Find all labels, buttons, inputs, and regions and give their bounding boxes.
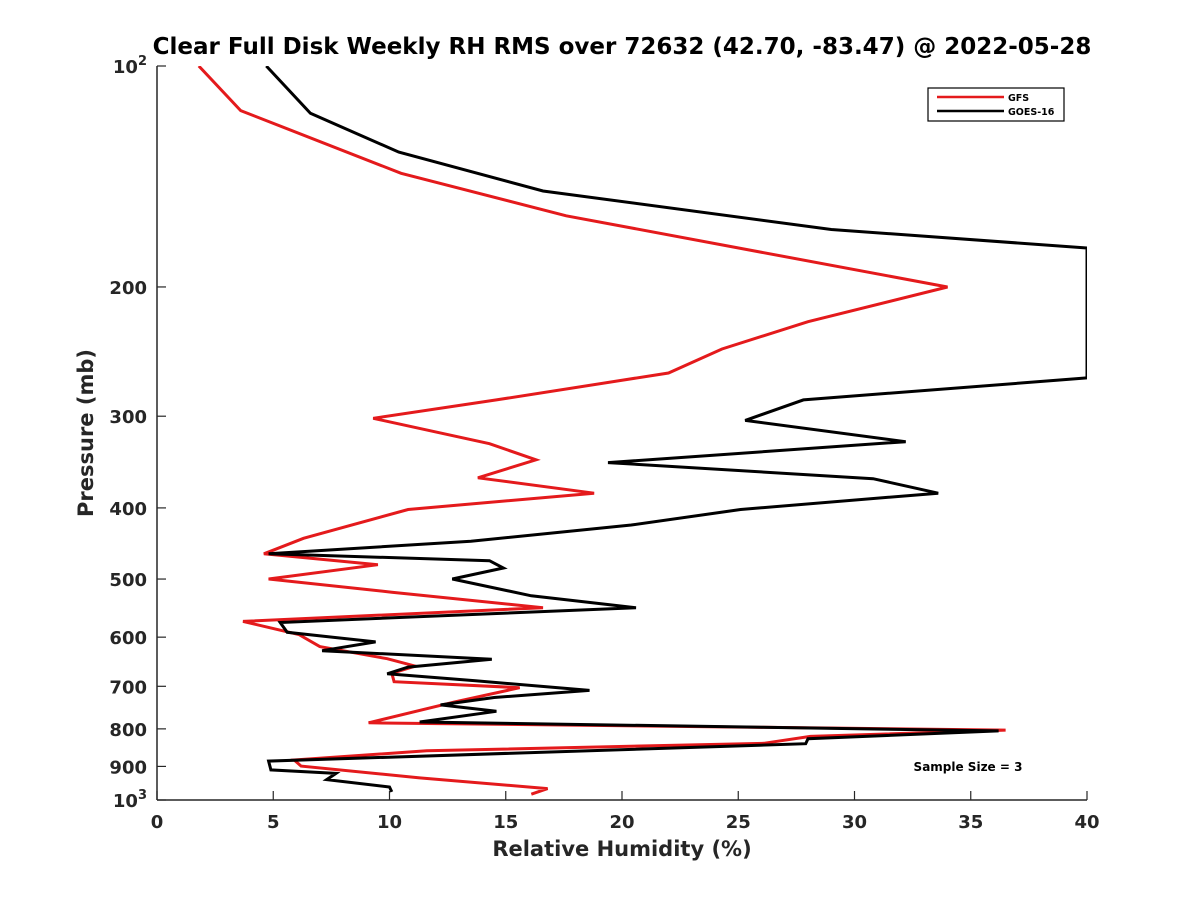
legend: GFS GOES-16	[927, 87, 1065, 122]
y-tick-label: 102	[113, 54, 147, 78]
y-tick-label: 600	[109, 628, 147, 649]
y-axis-label: Pressure (mb)	[74, 349, 98, 517]
y-tick-label: 400	[109, 499, 147, 520]
x-tick-label: 30	[842, 812, 867, 833]
y-tick-label: 103	[113, 788, 147, 812]
sample-size-annotation: Sample Size = 3	[914, 760, 1023, 774]
x-tick-label: 40	[1074, 812, 1099, 833]
x-tick-label: 25	[726, 812, 751, 833]
y-tick-label: 900	[109, 757, 147, 778]
y-tick-label: 300	[109, 407, 147, 428]
x-tick-label: 15	[493, 812, 518, 833]
x-axis-label: Relative Humidity (%)	[492, 837, 751, 861]
y-tick-label: 200	[109, 278, 147, 299]
y-tick-label: 500	[109, 570, 147, 591]
y-tick-label: 700	[109, 677, 147, 698]
y-tick-label: 800	[109, 720, 147, 741]
series-line-gfs	[197, 66, 1006, 796]
x-tick-label: 35	[958, 812, 983, 833]
x-tick-label: 10	[377, 812, 402, 833]
legend-label-gfs: GFS	[1008, 93, 1029, 104]
x-tick-label: 5	[267, 812, 280, 833]
series-layer	[197, 66, 1087, 796]
legend-label-goes16: GOES-16	[1008, 107, 1055, 118]
x-tick-label: 20	[609, 812, 634, 833]
series-line-goes16	[265, 66, 1087, 793]
x-tick-label: 0	[151, 812, 164, 833]
axes-layer: 0 5 10 15 20 25 30 35 40 102 200 300 400 500 600 700 800…	[109, 54, 1099, 833]
legend-box	[927, 87, 1065, 122]
chart-title: Clear Full Disk Weekly RH RMS over 72632…	[153, 34, 1092, 60]
